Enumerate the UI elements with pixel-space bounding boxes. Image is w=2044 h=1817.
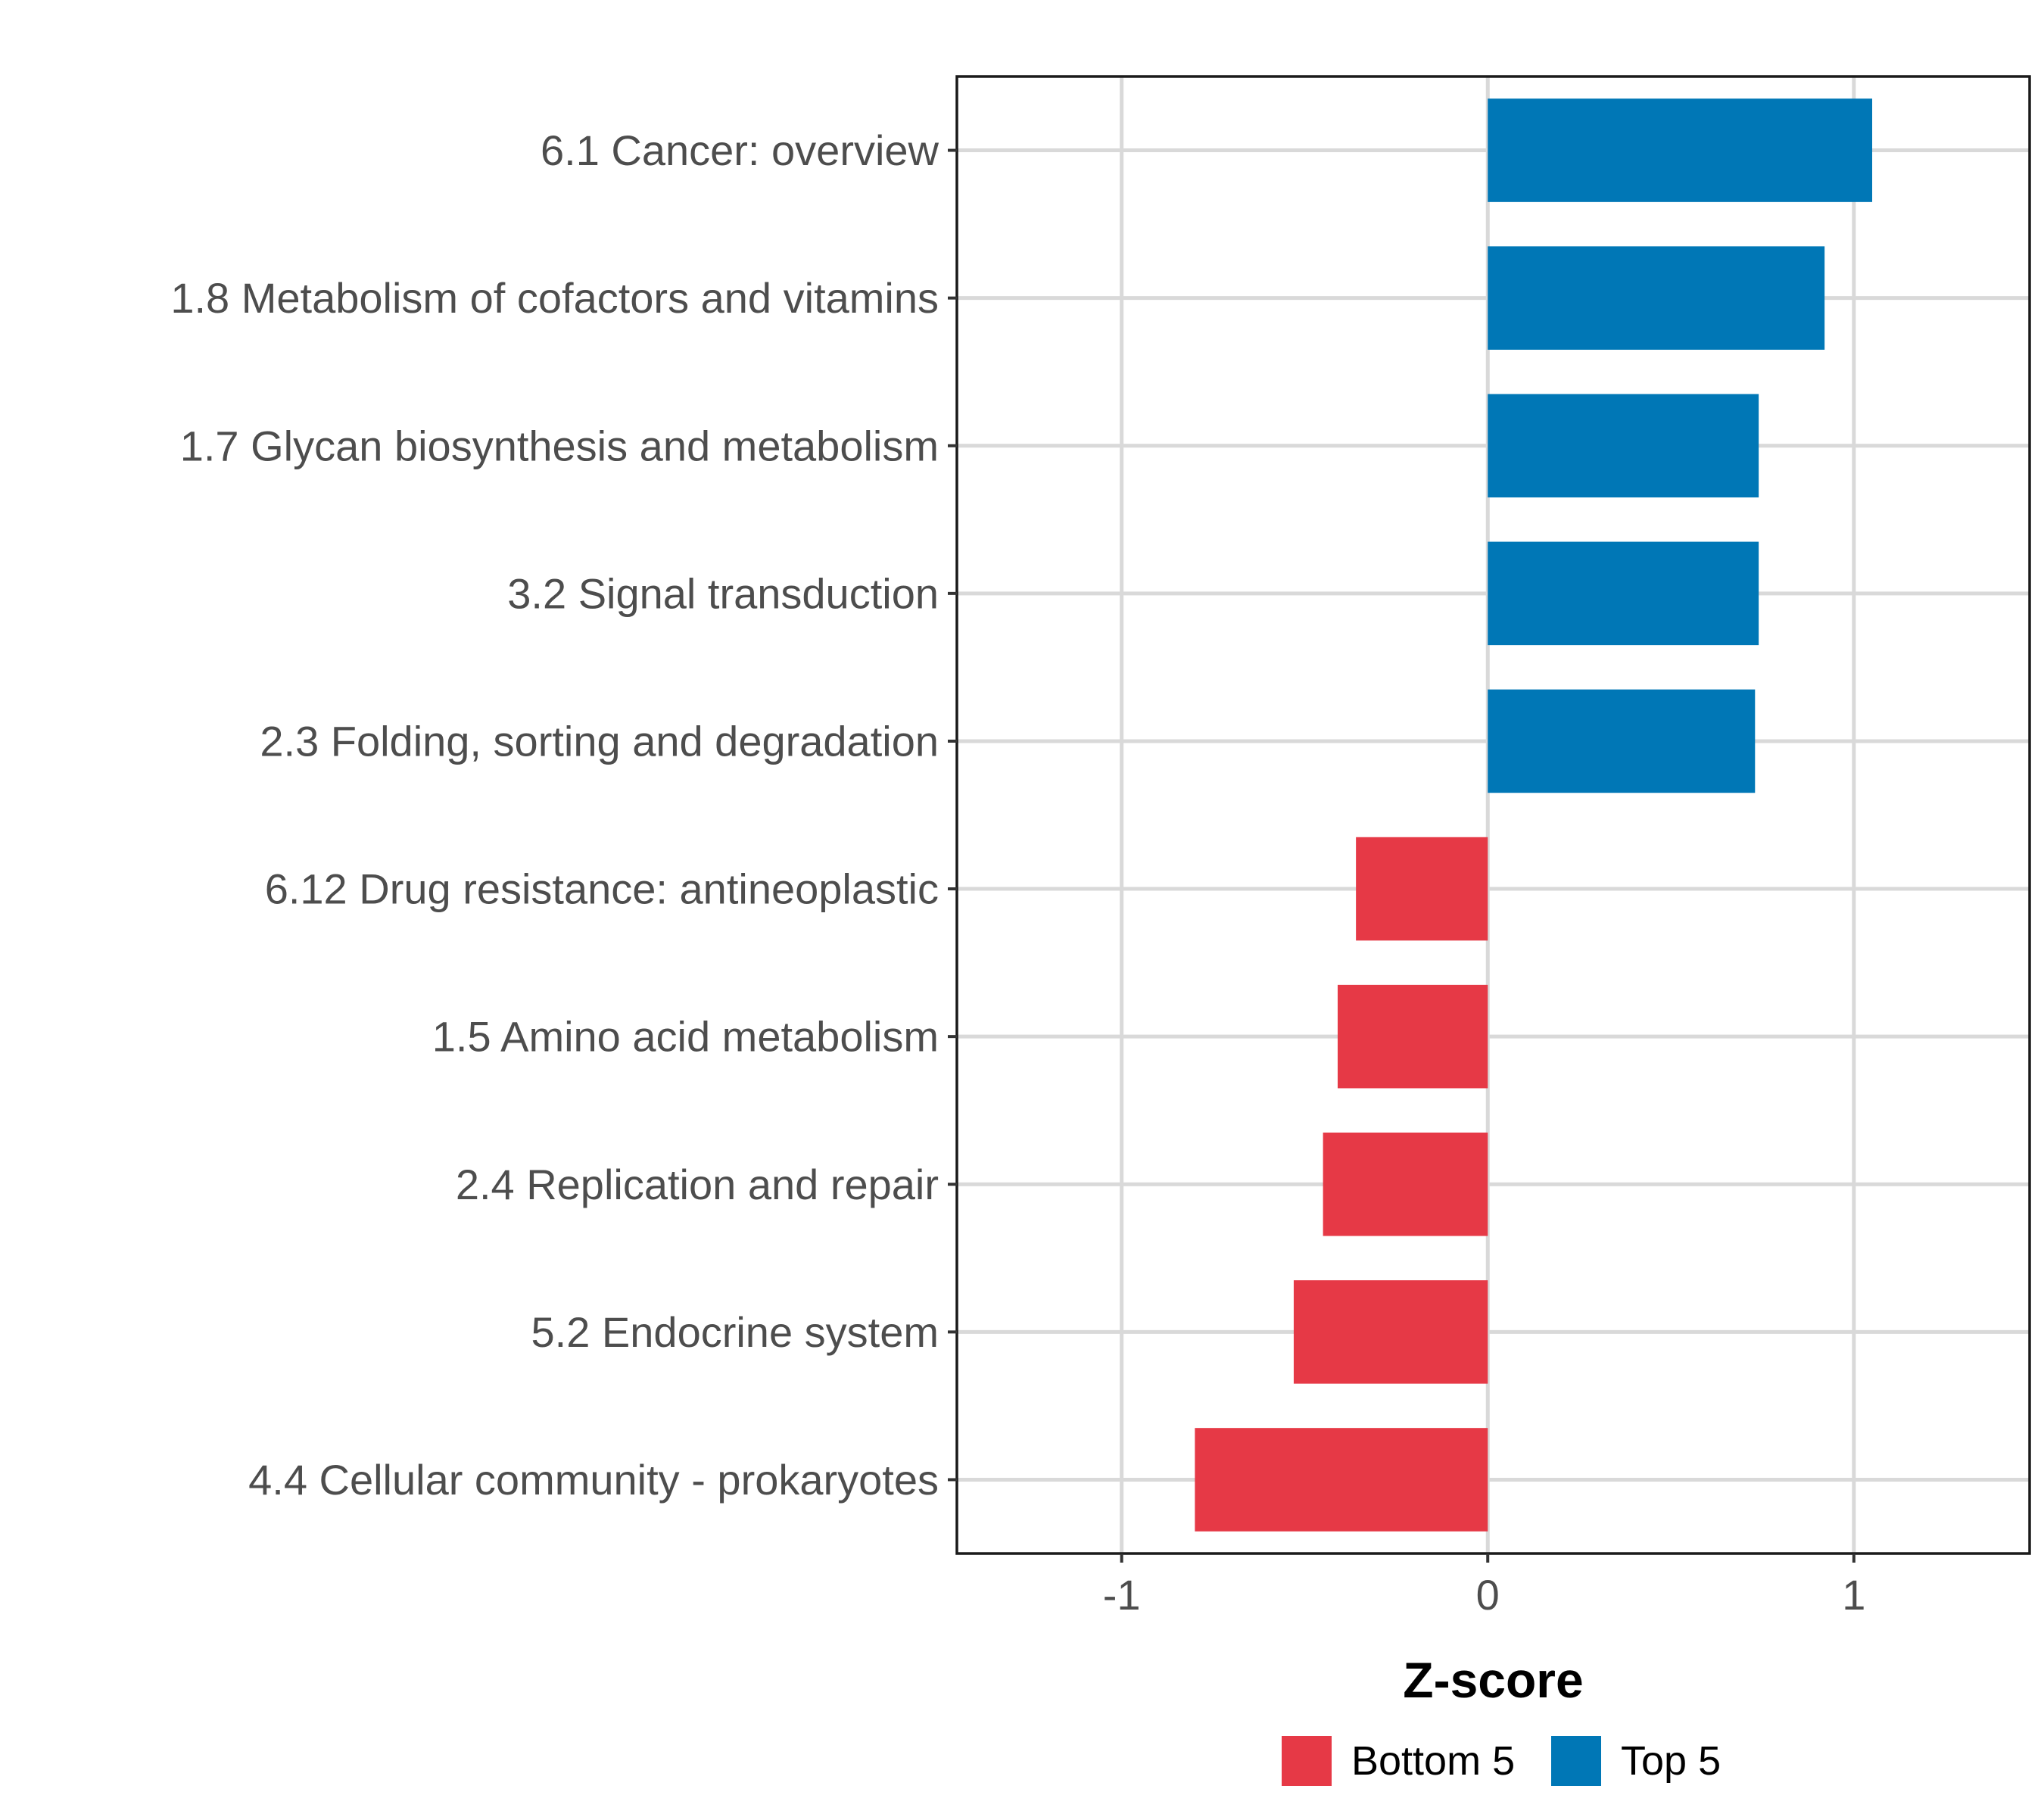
category-label: 1.8 Metabolism of cofactors and vitamins — [170, 274, 939, 322]
x-axis: -1 0 1 — [1103, 1554, 1865, 1619]
legend-label: Top 5 — [1621, 1738, 1721, 1784]
category-label: 6.12 Drug resistance: antineoplastic — [265, 865, 939, 913]
bar — [1356, 837, 1488, 941]
x-tick-label: -1 — [1103, 1571, 1141, 1619]
legend-label: Bottom 5 — [1351, 1738, 1515, 1784]
legend-swatch — [1551, 1736, 1601, 1786]
category-label: 2.3 Folding, sorting and degradation — [260, 717, 939, 765]
category-label: 4.4 Cellular community - prokaryotes — [248, 1456, 939, 1504]
bar — [1488, 689, 1756, 793]
category-label: 2.4 Replication and repair — [456, 1161, 939, 1208]
category-label: 6.1 Cancer: overview — [541, 126, 939, 174]
legend: Bottom 5 Top 5 — [1282, 1736, 1721, 1786]
bar — [1488, 98, 1873, 202]
bar — [1323, 1132, 1488, 1236]
x-tick-label: 1 — [1842, 1571, 1865, 1619]
category-label: 5.2 Endocrine system — [531, 1308, 939, 1356]
legend-swatch — [1282, 1736, 1332, 1786]
x-tick-label: 0 — [1476, 1571, 1500, 1619]
bar — [1293, 1280, 1488, 1384]
bar — [1337, 984, 1488, 1089]
category-label: 1.5 Amino acid metabolism — [432, 1013, 939, 1061]
bar — [1488, 541, 1759, 646]
category-label: 3.2 Signal transduction — [507, 569, 939, 617]
plot-frame — [955, 75, 2031, 1555]
category-label: 1.7 Glycan biosynthesis and metabolism — [180, 422, 939, 469]
bar — [1488, 246, 1825, 350]
bar — [1195, 1428, 1488, 1532]
x-axis-title: Z-score — [1403, 1652, 1583, 1708]
bar-layer — [1195, 98, 1873, 1532]
category-axis: 6.1 Cancer: overview 1.8 Metabolism of co… — [170, 126, 957, 1504]
bar — [1488, 394, 1759, 498]
